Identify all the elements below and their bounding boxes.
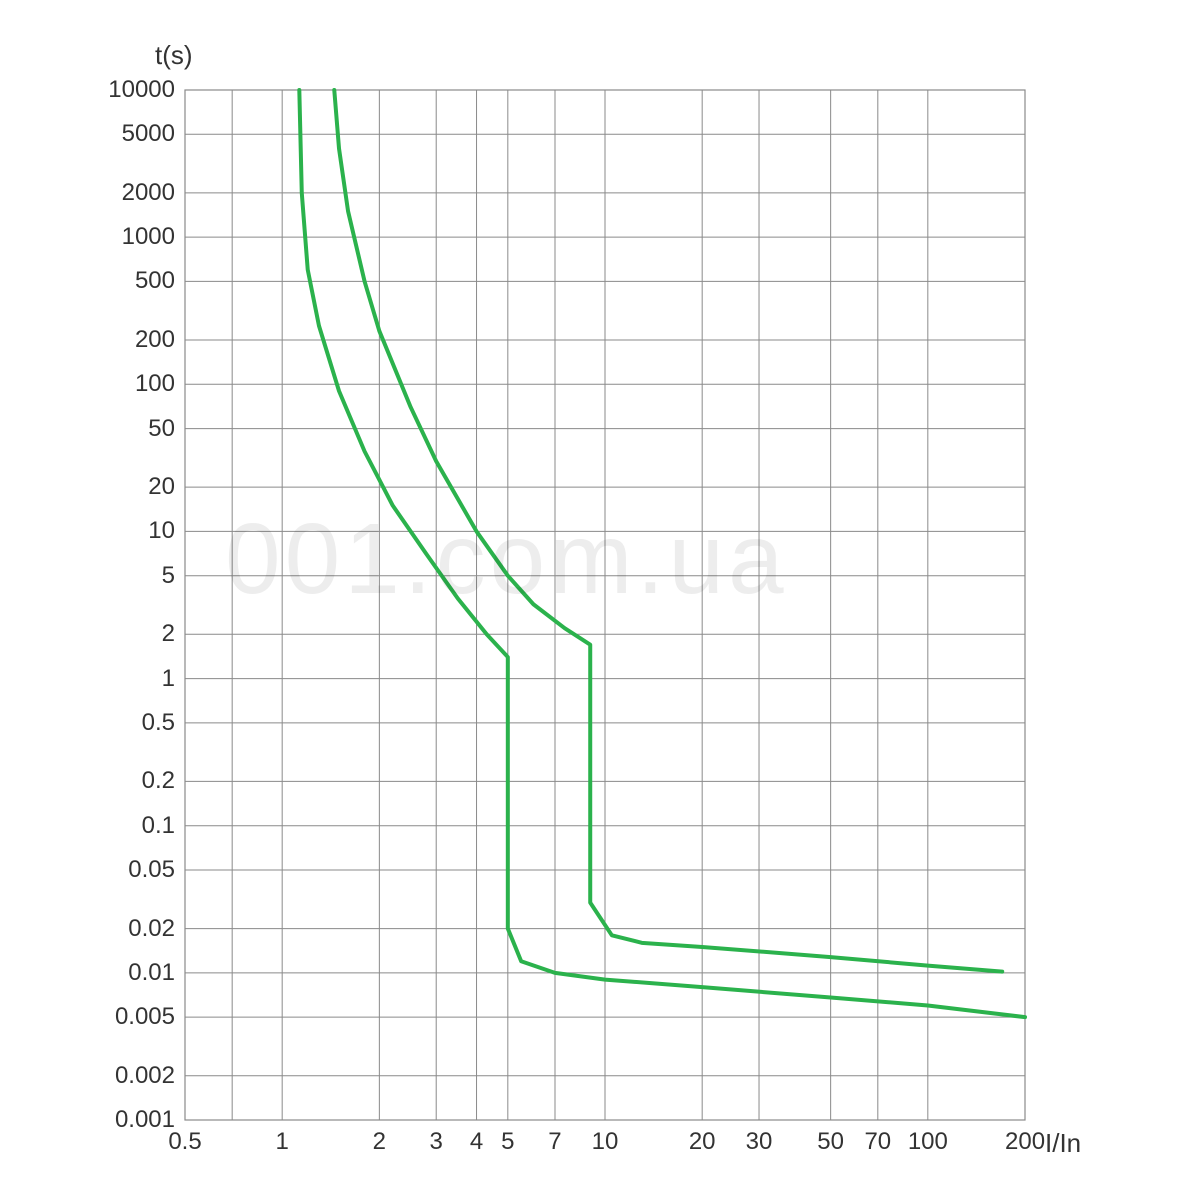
trip-curve-chart: t(s) I/In 001.com.ua 1000050002000100050… [0, 0, 1200, 1200]
y-tick-label: 0.2 [142, 767, 175, 795]
y-tick-label: 500 [135, 267, 175, 295]
x-tick-label: 0.5 [165, 1128, 205, 1156]
y-tick-label: 1000 [122, 223, 175, 251]
x-tick-label: 70 [858, 1128, 898, 1156]
x-tick-label: 10 [585, 1128, 625, 1156]
y-tick-label: 1 [162, 665, 175, 693]
x-tick-label: 7 [535, 1128, 575, 1156]
x-tick-label: 20 [682, 1128, 722, 1156]
y-axis-title: t(s) [155, 40, 193, 71]
y-tick-label: 0.5 [142, 709, 175, 737]
y-tick-label: 200 [135, 326, 175, 354]
y-tick-label: 0.002 [115, 1062, 175, 1090]
y-tick-label: 2000 [122, 179, 175, 207]
y-tick-label: 100 [135, 370, 175, 398]
x-tick-label: 200 [1005, 1128, 1045, 1156]
y-tick-label: 10000 [108, 76, 175, 104]
x-axis-title: I/In [1045, 1128, 1081, 1159]
y-tick-label: 0.1 [142, 812, 175, 840]
plot-svg [0, 0, 1200, 1200]
x-tick-label: 50 [811, 1128, 851, 1156]
x-tick-label: 5 [488, 1128, 528, 1156]
x-tick-label: 2 [359, 1128, 399, 1156]
y-tick-label: 20 [148, 473, 175, 501]
x-tick-label: 30 [739, 1128, 779, 1156]
y-tick-label: 0.05 [128, 856, 175, 884]
y-tick-label: 0.02 [128, 915, 175, 943]
y-tick-label: 10 [148, 517, 175, 545]
y-tick-label: 5 [162, 562, 175, 590]
y-tick-label: 0.01 [128, 959, 175, 987]
x-tick-label: 3 [416, 1128, 456, 1156]
y-tick-label: 2 [162, 620, 175, 648]
y-tick-label: 50 [148, 415, 175, 443]
x-tick-label: 1 [262, 1128, 302, 1156]
x-tick-label: 100 [908, 1128, 948, 1156]
y-tick-label: 0.005 [115, 1003, 175, 1031]
y-tick-label: 5000 [122, 120, 175, 148]
